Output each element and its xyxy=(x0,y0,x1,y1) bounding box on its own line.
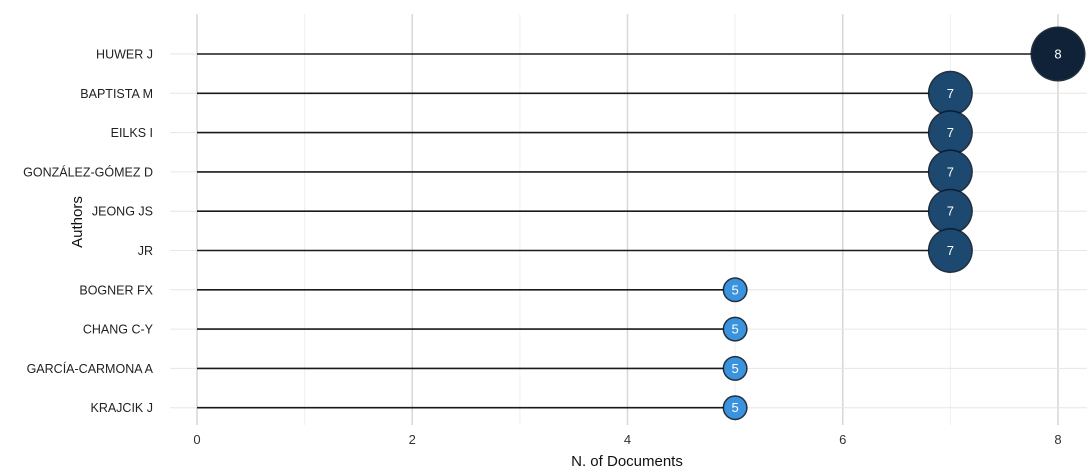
x-axis-title: N. of Documents xyxy=(571,453,683,468)
y-tick-label: GARCÍA-CARMONA A xyxy=(27,361,154,376)
lollipop-points: 8 7 7 7 7 7 5 5 5 5 xyxy=(722,26,1086,421)
y-tick-labels: HUWER J BAPTISTA M EILKS I GONZÁLEZ-GÓMEZ D… xyxy=(23,48,154,416)
y-tick-label: JEONG JS xyxy=(92,205,153,219)
point-value-label: 7 xyxy=(947,204,954,219)
y-tick-label: GONZÁLEZ-GÓMEZ D xyxy=(23,164,153,179)
point xyxy=(929,72,972,115)
point xyxy=(929,111,972,154)
y-tick-label: EILKS I xyxy=(111,126,153,140)
point-value-label: 7 xyxy=(947,125,954,140)
point-value-label: 8 xyxy=(1054,47,1061,62)
point xyxy=(1032,28,1084,80)
x-tick-label: 4 xyxy=(624,432,631,447)
point-value-label: 5 xyxy=(732,282,739,297)
point-value-label: 7 xyxy=(947,243,954,258)
y-tick-label: HUWER J xyxy=(96,48,153,62)
y-tick-label: BAPTISTA M xyxy=(80,87,153,101)
lollipop-stems xyxy=(197,53,1043,409)
point-value-label: 7 xyxy=(947,164,954,179)
x-tick-label: 6 xyxy=(839,432,846,447)
y-tick-label: BOGNER FX xyxy=(79,283,153,297)
x-tick-label: 8 xyxy=(1054,432,1061,447)
point xyxy=(929,150,972,193)
point xyxy=(929,190,972,233)
point xyxy=(929,229,972,272)
point-value-label: 7 xyxy=(947,86,954,101)
point xyxy=(724,278,747,301)
y-tick-label: CHANG C-Y xyxy=(83,323,154,337)
point xyxy=(724,396,747,419)
y-tick-label: KRAJCIK J xyxy=(90,401,153,415)
y-tick-label: JR xyxy=(138,244,153,258)
y-axis-title: Authors xyxy=(69,196,86,248)
point xyxy=(724,318,747,341)
x-tick-label: 0 xyxy=(193,432,200,447)
point-value-label: 5 xyxy=(732,361,739,376)
point-value-label: 5 xyxy=(732,400,739,415)
point-value-label: 5 xyxy=(732,322,739,337)
point xyxy=(724,357,747,380)
x-tick-labels: 0 2 4 6 8 xyxy=(193,432,1061,447)
x-tick-label: 2 xyxy=(409,432,416,447)
